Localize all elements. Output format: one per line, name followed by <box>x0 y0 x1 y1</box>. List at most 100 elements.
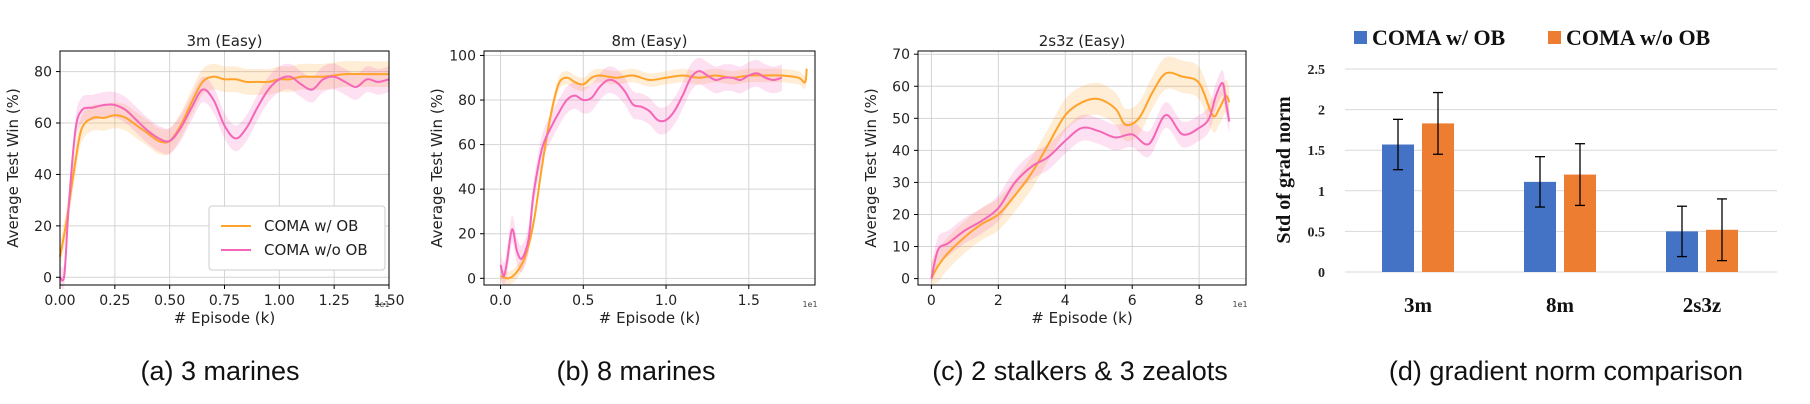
panel-c-bands <box>931 56 1230 285</box>
panel-a: 3m (Easy) 0.00 0.25 0.50 0.75 1.00 1.25 1.50 0… <box>4 32 405 386</box>
y-tick-label: 0 <box>1318 266 1325 281</box>
series-band-coma-ob <box>60 61 389 270</box>
series-band-coma-no-ob <box>500 57 782 286</box>
panel-c-lines <box>930 71 1231 280</box>
legend-swatch-bar-ob <box>1354 31 1367 44</box>
panel-d-bars <box>1382 91 1738 273</box>
y-tick-label: 0 <box>43 270 52 286</box>
y-tick-label: 40 <box>892 143 910 159</box>
panel-a-x-label: # Episode (k) <box>174 309 275 327</box>
caption-c: (c) 2 stalkers & 3 zealots <box>932 356 1228 386</box>
y-tick-label: 0 <box>467 271 476 287</box>
series-line-coma-ob <box>59 72 389 257</box>
y-tick-label: 2.5 <box>1308 63 1326 78</box>
legend-label-bar-ob: COMA w/ OB <box>1372 25 1506 50</box>
legend-swatch-bar-no-ob <box>1548 31 1561 44</box>
series-band-coma-no-ob <box>931 70 1230 285</box>
panel-c-grid <box>918 51 1246 285</box>
series-band-coma-no-ob <box>60 63 389 290</box>
panel-b-y-ticks: 0 20 40 60 80 100 <box>449 48 484 287</box>
x-tick-label: 1.25 <box>319 293 350 309</box>
y-tick-label: 50 <box>892 111 910 127</box>
y-tick-label: 10 <box>892 240 910 256</box>
caption-b: (b) 8 marines <box>556 356 715 386</box>
y-tick-label: 80 <box>458 93 476 109</box>
x-tick-label: 1.5 <box>738 293 760 309</box>
panel-b-x-multiplier: 1e1 <box>802 300 817 309</box>
legend-label-coma-no-ob: COMA w/o OB <box>264 241 368 259</box>
y-tick-label: 80 <box>34 65 52 81</box>
panel-a-y-label: Average Test Win (%) <box>4 88 22 248</box>
panel-a-y-ticks: 0 20 40 60 80 <box>34 65 60 286</box>
legend-label-coma-ob: COMA w/ OB <box>264 217 358 235</box>
y-tick-label: 40 <box>458 182 476 198</box>
category-label: 3m <box>1404 293 1433 317</box>
panel-c-y-ticks: 0 10 20 30 40 50 60 70 <box>892 47 918 288</box>
panel-c-x-multiplier: 1e1 <box>1232 300 1247 309</box>
caption-d: (d) gradient norm comparison <box>1389 356 1743 386</box>
x-tick-label: 6 <box>1128 293 1137 309</box>
panel-b-frame <box>483 50 816 286</box>
panel-d-grid <box>1345 68 1777 273</box>
y-tick-label: 20 <box>458 227 476 243</box>
y-tick-label: 20 <box>34 219 52 235</box>
panel-a-lines <box>59 72 390 282</box>
panel-a-legend: COMA w/ OB COMA w/o OB <box>208 205 386 271</box>
panel-c-frame <box>917 50 1247 286</box>
category-label: 8m <box>1546 293 1575 317</box>
x-tick-label: 0.0 <box>489 293 511 309</box>
y-tick-label: 1.5 <box>1308 144 1326 159</box>
panel-d-legend: COMA w/ OB COMA w/o OB <box>1354 25 1711 50</box>
panel-c-title: 2s3z (Easy) <box>1039 32 1126 50</box>
panel-a-title: 3m (Easy) <box>187 32 263 50</box>
panel-d-y-ticks: 0 0.5 1 1.5 2 2.5 <box>1308 63 1326 281</box>
panel-b: 8m (Easy) 0.0 0.5 1.0 1.5 0 20 40 60 80 100 # Ep… <box>428 32 818 386</box>
panel-b-x-ticks: 0.0 0.5 1.0 1.5 <box>489 285 760 309</box>
x-tick-label: 1.50 <box>373 293 404 309</box>
y-tick-label: 60 <box>458 138 476 154</box>
y-tick-label: 1 <box>1318 185 1325 200</box>
series-band-coma-ob <box>931 56 1230 285</box>
x-tick-label: 0.50 <box>154 293 185 309</box>
series-band-coma-ob <box>500 62 807 286</box>
x-tick-label: 1.0 <box>655 293 677 309</box>
y-tick-label: 60 <box>892 79 910 95</box>
y-tick-label: 0 <box>901 272 910 288</box>
panel-b-bands <box>500 57 807 286</box>
y-tick-label: 70 <box>892 47 910 63</box>
y-tick-label: 2 <box>1318 104 1325 119</box>
panel-b-lines <box>499 68 808 280</box>
panel-b-x-label: # Episode (k) <box>599 309 700 327</box>
x-tick-label: 0.75 <box>209 293 240 309</box>
y-tick-label: 30 <box>892 175 910 191</box>
x-tick-label: 8 <box>1195 293 1204 309</box>
panel-a-x-multiplier: 1e1 <box>374 300 389 309</box>
x-tick-label: 0.00 <box>44 293 75 309</box>
panel-b-y-label: Average Test Win (%) <box>428 88 446 248</box>
series-line-coma-no-ob <box>59 75 390 282</box>
panel-c-y-label: Average Test Win (%) <box>862 88 880 248</box>
category-label: 2s3z <box>1683 293 1722 317</box>
series-line-coma-no-ob <box>930 82 1231 279</box>
caption-a: (a) 3 marines <box>140 356 299 386</box>
x-tick-label: 0 <box>927 293 936 309</box>
x-tick-label: 4 <box>1061 293 1070 309</box>
y-tick-label: 40 <box>34 167 52 183</box>
legend-box <box>208 205 386 271</box>
legend-label-bar-no-ob: COMA w/o OB <box>1566 25 1711 50</box>
x-tick-label: 0.25 <box>99 293 130 309</box>
x-tick-label: 2 <box>994 293 1003 309</box>
y-tick-label: 100 <box>449 48 476 64</box>
x-tick-label: 1.00 <box>264 293 295 309</box>
panel-d-categories: 3m 8m 2s3z <box>1404 293 1721 317</box>
panel-c-x-ticks: 0 2 4 6 8 <box>927 285 1204 309</box>
panel-a-x-ticks: 0.00 0.25 0.50 0.75 1.00 1.25 1.50 <box>44 285 405 309</box>
panel-d: COMA w/ OB COMA w/o OB 0 0.5 1 1.5 2 2.5 3m 8m… <box>1273 25 1777 386</box>
x-tick-label: 0.5 <box>572 293 594 309</box>
series-line-coma-ob <box>930 71 1231 280</box>
panel-b-title: 8m (Easy) <box>612 32 688 50</box>
series-line-coma-no-ob <box>499 70 783 278</box>
y-tick-label: 60 <box>34 116 52 132</box>
panel-c: 2s3z (Easy) 0 2 4 6 8 0 10 20 30 40 50 60 70 # Epis… <box>862 32 1248 386</box>
